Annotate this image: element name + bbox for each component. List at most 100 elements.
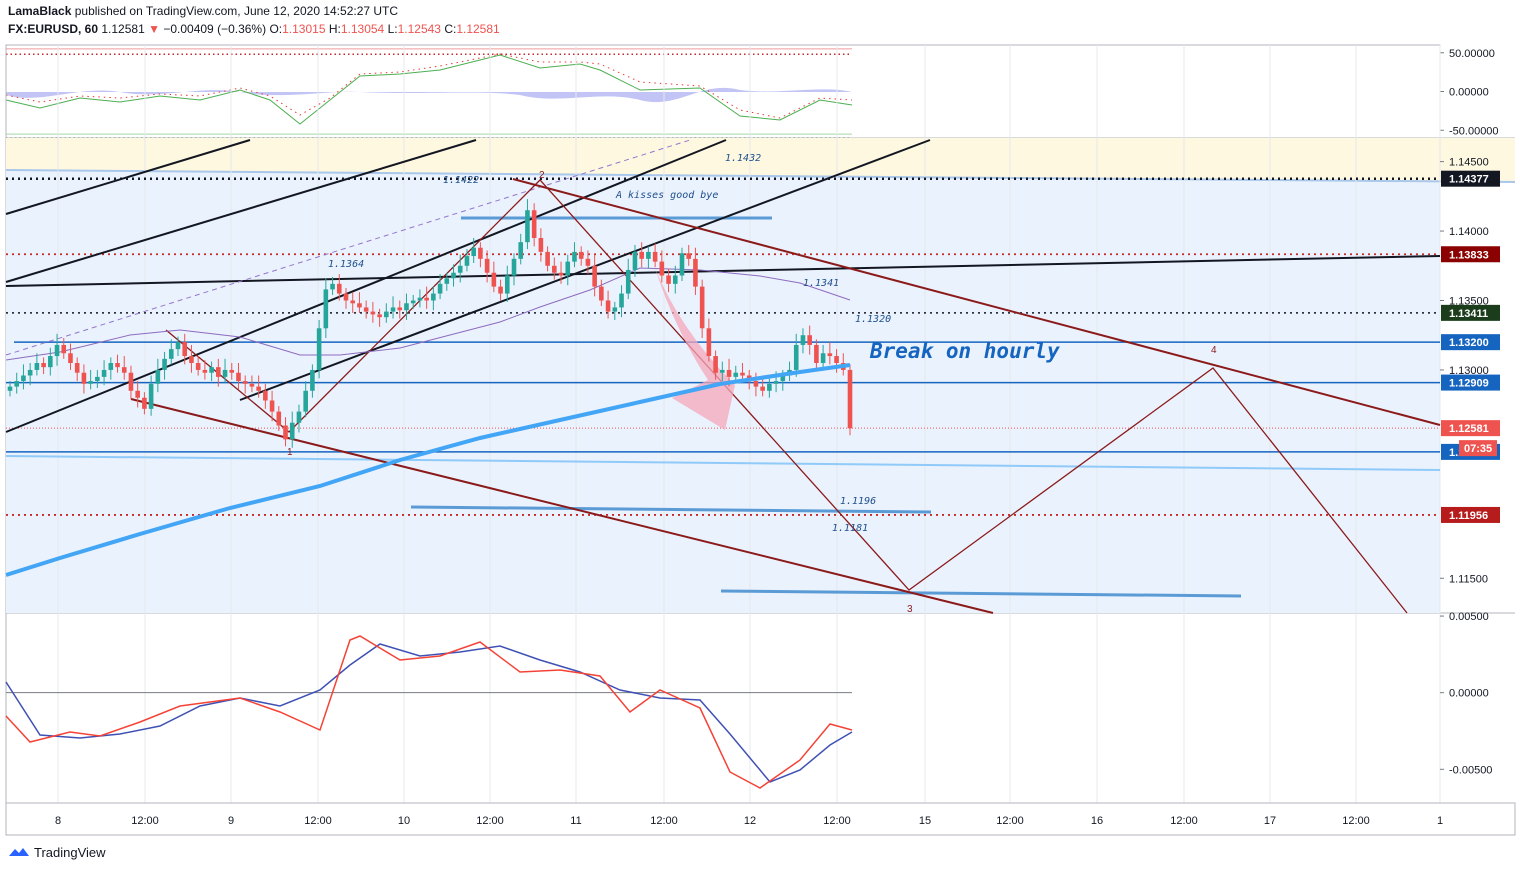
pink-arrow: [655, 268, 735, 430]
oscillator-panel: 50.00000 0.00000 -50.00000: [5, 48, 1499, 139]
candle: [377, 314, 382, 318]
candle: [451, 272, 456, 279]
time-tick-label: 12:00: [1170, 815, 1198, 827]
price-badge-label: 1.13200: [1449, 337, 1489, 349]
candle: [800, 335, 806, 345]
candle: [7, 386, 13, 391]
candle: [390, 307, 396, 312]
footer-brand[interactable]: TradingView: [34, 844, 106, 860]
wave-label: 4: [1211, 345, 1217, 356]
time-tick-label: 12:00: [304, 815, 332, 827]
tradingview-logo-icon[interactable]: [8, 845, 30, 859]
candle: [54, 344, 60, 357]
price-badge-label: 1.11956: [1449, 510, 1488, 522]
publish-info: published on TradingView.com, June 12, 2…: [74, 4, 399, 18]
time-tick-label: 12:00: [650, 815, 678, 827]
close-value: 1.12581: [456, 22, 500, 36]
price-annotation: 1.1181: [832, 523, 868, 534]
candle: [437, 283, 443, 294]
candle: [504, 275, 510, 294]
signal-line: [5, 635, 853, 789]
candle: [14, 381, 20, 387]
candle: [525, 210, 530, 243]
candle: [699, 286, 705, 329]
candle: [713, 356, 718, 373]
candle: [410, 300, 416, 304]
time-tick-label: 11: [570, 815, 581, 827]
candle: [572, 251, 577, 262]
candle: [773, 381, 779, 384]
author-name[interactable]: LamaBlack: [8, 4, 72, 18]
price-badge: [1441, 506, 1500, 523]
osc-tick-label: -50.00000: [1449, 125, 1499, 137]
time-tick-label: 1: [1437, 815, 1443, 827]
candle: [827, 353, 833, 357]
candle: [666, 275, 671, 284]
time-tick-label: 16: [1091, 815, 1103, 827]
candle: [471, 247, 476, 257]
candle: [679, 253, 685, 276]
osc-tick-label: 50.00000: [1449, 48, 1495, 60]
candle: [565, 261, 571, 276]
candle: [619, 293, 624, 308]
high-value: 1.13054: [340, 22, 385, 36]
candle: [652, 251, 658, 262]
osc-tick-label: 0.00000: [1449, 87, 1489, 99]
candle: [222, 369, 228, 377]
open-label: O:: [269, 22, 283, 36]
candle: [289, 422, 295, 440]
channel-line: [5, 255, 1441, 287]
macd-tick-label: 0.00500: [1449, 611, 1489, 623]
candle: [820, 353, 826, 363]
candle: [538, 238, 544, 252]
candle: [303, 390, 308, 412]
chart-canvas[interactable]: 50.00000 0.00000 -50.00000 1.1432 1.1422 A k…: [0, 40, 1520, 840]
oscillator-signal: [5, 53, 853, 119]
candle: [706, 328, 712, 357]
candle: [431, 293, 436, 301]
price-badge-label: 1.13411: [1449, 308, 1488, 320]
macd-tick-label: -0.00500: [1449, 764, 1492, 776]
break-annotation: Break on hourly: [869, 339, 1060, 363]
time-axis[interactable]: 8 12:00 9 12:00 10 12:00 11 12:00 12 12:00 15 12:00…: [5, 802, 1516, 836]
time-tick-label: 12:00: [1342, 815, 1370, 827]
candle: [121, 367, 127, 373]
candle: [726, 369, 732, 377]
candle: [101, 369, 107, 377]
drawn-segment: [720, 589, 1242, 598]
candle: [202, 369, 208, 373]
candle: [276, 411, 282, 426]
candle: [592, 265, 597, 287]
candle: [659, 261, 665, 276]
candle: [182, 342, 188, 357]
high-label: H:: [328, 22, 341, 36]
candle: [632, 251, 638, 270]
candle: [81, 372, 87, 384]
symbol-label[interactable]: FX:EURUSD, 60: [8, 22, 99, 36]
price-annotation: 1.1196: [840, 496, 876, 507]
candle: [316, 328, 322, 370]
candle: [639, 251, 644, 259]
time-tick-label: 12:00: [476, 815, 504, 827]
candle: [760, 386, 765, 391]
price-annotation: 1.1320: [855, 314, 891, 325]
candle: [357, 303, 362, 308]
candle: [68, 353, 73, 363]
candle: [686, 253, 692, 259]
candle: [578, 251, 584, 259]
candle: [558, 272, 564, 276]
trend-line: [512, 178, 1441, 426]
down-arrow-icon: ▼: [148, 22, 160, 36]
price-panel[interactable]: 1.1432 1.1422 A kisses good bye 1.1364 1.134…: [5, 44, 1516, 804]
price-annotation: 1.1422: [443, 175, 479, 186]
price-annotation: 1.1364: [328, 259, 364, 270]
price-badge: [1441, 304, 1500, 321]
low-label: L:: [387, 22, 398, 36]
candle: [269, 400, 275, 412]
time-tick-label: 12: [744, 815, 756, 827]
price-tick-label: 1.14000: [1449, 226, 1489, 238]
candle: [88, 381, 93, 384]
time-tick-label: 9: [228, 815, 234, 827]
candle: [21, 375, 26, 382]
candle: [384, 311, 389, 318]
